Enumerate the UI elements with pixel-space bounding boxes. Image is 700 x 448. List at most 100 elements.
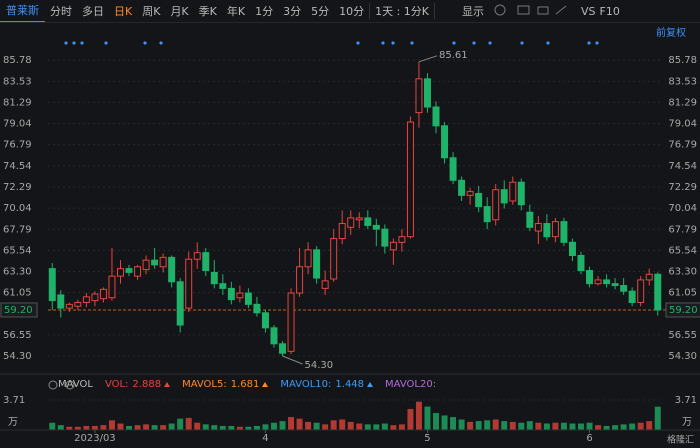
last-price-label: 59.20 — [4, 305, 33, 316]
candle-body — [517, 181, 525, 206]
volume-bar — [390, 425, 397, 430]
volume-bar — [91, 425, 98, 430]
y-tick-label: 56.55 — [668, 330, 697, 341]
candle-body — [475, 192, 483, 208]
adjust-mode[interactable]: 前复权 — [656, 28, 686, 39]
volume-bar — [202, 424, 209, 430]
period-tab[interactable]: 分时 — [50, 5, 72, 18]
volume-bar — [296, 418, 303, 430]
period-tab[interactable]: 10分 — [339, 5, 365, 18]
y-tick-label: 65.54 — [3, 245, 32, 256]
candle-body — [296, 266, 304, 294]
indicator-name[interactable]: MAVOL — [58, 379, 93, 390]
period-tab[interactable]: 5分 — [311, 5, 330, 18]
period-tab[interactable]: 季K — [198, 5, 217, 18]
candle-body — [168, 256, 176, 283]
candle-body — [193, 252, 201, 260]
period-tab[interactable]: 1分 — [255, 5, 274, 18]
volume-bar — [620, 424, 627, 430]
y-tick-label: 83.53 — [3, 76, 32, 87]
legend-entry: MAVOL20: — [385, 379, 436, 390]
candle-body — [620, 285, 628, 292]
event-markers — [64, 41, 599, 45]
volume-bar — [509, 421, 516, 430]
volume-bar — [433, 413, 439, 430]
period-selector[interactable]: 1天 : 1分K — [369, 3, 436, 19]
y-tick-label: 83.53 — [668, 76, 697, 87]
candle-body — [227, 287, 235, 301]
y-tick-label: 3.71 — [3, 395, 25, 406]
display-menu[interactable]: 显示 — [462, 5, 485, 18]
volume-bar — [484, 420, 491, 430]
y-tick-label: 81.29 — [668, 97, 697, 108]
volume-bar — [288, 417, 295, 430]
watermark: 格隆汇 — [667, 434, 694, 446]
y-tick-label: 79.04 — [3, 119, 32, 130]
legend-entry: VOL: 2.888 — [104, 379, 171, 390]
y-tick-label: 85.78 — [3, 55, 32, 66]
period-tab[interactable]: 年K — [226, 5, 246, 18]
candle-body — [74, 301, 82, 307]
legend-entry: MAVOL10: 1.448 — [280, 379, 374, 390]
volume-bar — [535, 422, 542, 430]
candle-body — [176, 281, 184, 326]
volume-bar — [586, 422, 593, 430]
candle-body — [432, 106, 440, 127]
candle-body — [287, 292, 295, 352]
volume-bar — [518, 422, 525, 430]
candle-body — [415, 78, 423, 114]
candle-body — [253, 303, 261, 314]
volume-bar — [364, 424, 371, 430]
legend-arrow — [262, 382, 269, 387]
volume-bar — [66, 426, 73, 430]
close-icon[interactable] — [65, 380, 75, 390]
x-tick-label: 6 — [586, 433, 592, 444]
high-pointer — [418, 55, 438, 63]
candle-body — [99, 288, 107, 300]
legend-name: VOL: — [104, 379, 129, 390]
candle-body — [159, 256, 167, 268]
candle-body — [441, 125, 449, 159]
candle-body — [603, 279, 611, 285]
x-tick-label: 4 — [262, 433, 268, 444]
volume-unit: 万 — [682, 417, 692, 428]
period-tab[interactable]: 多日 — [82, 5, 104, 18]
volume-bar — [381, 423, 388, 430]
volume-bar — [569, 423, 576, 430]
period-tab[interactable]: 月K — [170, 5, 189, 18]
settings-icon[interactable] — [48, 380, 58, 390]
toolbar-icons — [489, 4, 579, 19]
y-tick-label: 61.05 — [668, 288, 697, 299]
toolbar-extra[interactable]: VS — [581, 4, 596, 18]
legend-value: 1.448 — [335, 379, 365, 390]
icons[interactable] — [494, 4, 570, 16]
period-tab[interactable]: 3分 — [283, 5, 302, 18]
toolbar-extra[interactable]: F10 — [599, 4, 620, 18]
candle-body — [458, 179, 466, 196]
candle-body — [347, 217, 355, 228]
candle-body — [628, 290, 636, 303]
y-tick-label: 70.04 — [3, 203, 32, 214]
period-tab[interactable]: 周K — [142, 5, 161, 18]
volume-bar — [177, 418, 184, 430]
candle-body — [381, 228, 389, 247]
candle-body — [406, 121, 414, 238]
y-tick-label: 65.54 — [668, 245, 697, 256]
volume-bar — [492, 419, 499, 430]
candle-body — [526, 211, 534, 228]
candle-body — [142, 259, 150, 271]
candle-body — [117, 268, 124, 277]
candle-body — [654, 273, 662, 311]
volume-bar — [526, 421, 533, 430]
stock-name[interactable]: 普莱斯 — [0, 0, 45, 22]
toolbar: 普莱斯 分时 多日 日K 周K 月K 季K 年K 1分 3分 5分 10分 1天 : 1分K 显示 VS F1… — [0, 0, 700, 23]
volume-bar — [458, 419, 465, 430]
volume-bar — [185, 417, 192, 430]
candle-body — [125, 268, 133, 273]
volume-bar — [211, 425, 218, 430]
legend-value: 1.681 — [230, 379, 260, 390]
y-tick-label: 81.29 — [3, 97, 32, 108]
volume-bar — [49, 422, 56, 430]
y-tick-label: 61.05 — [3, 288, 32, 299]
period-tab[interactable]: 日K — [114, 5, 133, 18]
